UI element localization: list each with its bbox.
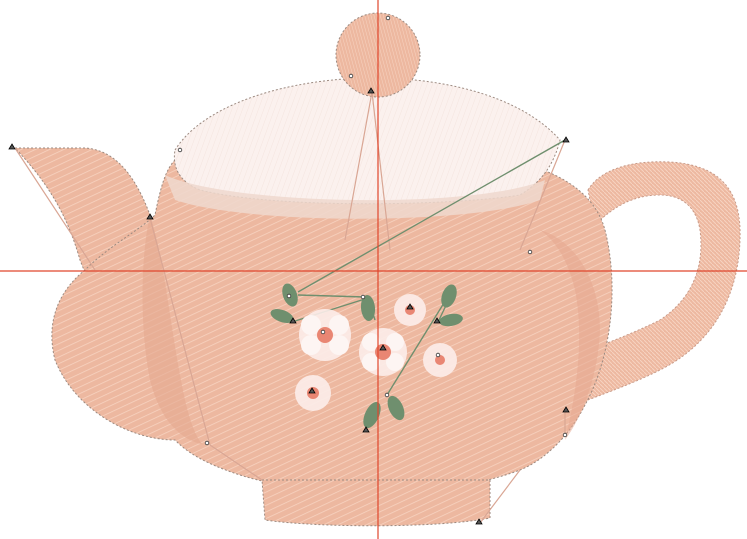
marker-point[interactable]: [177, 147, 183, 153]
flower[interactable]: [394, 294, 426, 326]
marker-point[interactable]: [348, 73, 354, 79]
marker-point[interactable]: [360, 294, 366, 300]
marker-point[interactable]: [435, 352, 441, 358]
marker-point[interactable]: [562, 432, 568, 438]
marker-point[interactable]: [320, 329, 326, 335]
teapot-handle[interactable]: [559, 161, 741, 422]
leaf[interactable]: [438, 312, 464, 328]
teapot-base[interactable]: [261, 479, 491, 527]
marker-triangle[interactable]: [8, 143, 16, 150]
marker-triangle[interactable]: [433, 317, 441, 324]
marker-point[interactable]: [527, 249, 533, 255]
marker-triangle[interactable]: [562, 406, 570, 413]
teapot-lid[interactable]: [165, 77, 561, 219]
marker-triangle[interactable]: [308, 387, 316, 394]
marker-point[interactable]: [286, 293, 292, 299]
lid-fringe: [165, 175, 545, 219]
stitch-points[interactable]: [177, 15, 568, 446]
stitch-markers[interactable]: [8, 87, 570, 525]
flower[interactable]: [359, 328, 407, 376]
marker-triangle[interactable]: [367, 87, 375, 94]
marker-triangle[interactable]: [289, 317, 297, 324]
marker-triangle[interactable]: [475, 518, 483, 525]
flower[interactable]: [299, 309, 351, 361]
marker-triangle[interactable]: [379, 344, 387, 351]
marker-triangle[interactable]: [406, 303, 414, 310]
marker-triangle[interactable]: [562, 136, 570, 143]
leaf[interactable]: [438, 282, 459, 309]
leaf[interactable]: [384, 393, 408, 422]
marker-point[interactable]: [384, 392, 390, 398]
leaf[interactable]: [360, 399, 385, 430]
marker-triangle[interactable]: [146, 213, 154, 220]
travel-lines: [14, 91, 566, 524]
flowers[interactable]: [295, 294, 457, 411]
marker-point[interactable]: [385, 15, 391, 21]
marker-triangle[interactable]: [362, 426, 370, 433]
leaf[interactable]: [269, 306, 296, 325]
flower[interactable]: [423, 343, 457, 377]
marker-point[interactable]: [204, 440, 210, 446]
leaf[interactable]: [360, 294, 376, 321]
